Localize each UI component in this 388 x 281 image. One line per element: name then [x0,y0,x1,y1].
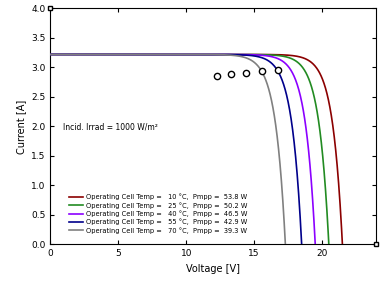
Y-axis label: Current [A]: Current [A] [16,99,26,154]
Legend: Operating Cell Temp =   10 °C,  Pmpp =  53.8 W, Operating Cell Temp =   25 °C,  : Operating Cell Temp = 10 °C, Pmpp = 53.8… [67,191,250,236]
Text: Incid. Irrad = 1000 W/m²: Incid. Irrad = 1000 W/m² [64,122,158,131]
X-axis label: Voltage [V]: Voltage [V] [186,264,241,274]
